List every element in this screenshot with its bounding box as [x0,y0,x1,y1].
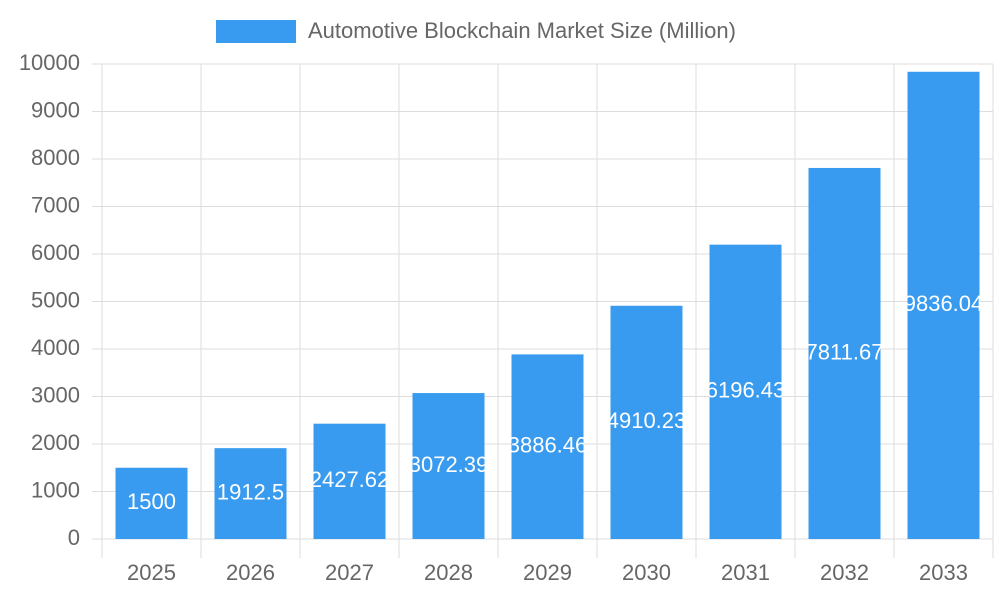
data-label: 3072.39 [409,452,489,477]
x-tick-label: 2027 [325,560,374,585]
bar [907,71,980,540]
y-tick-label: 9000 [31,97,80,122]
data-label: 1912.5 [217,479,284,504]
bar [214,448,287,539]
data-label: 3886.46 [508,433,588,458]
data-label: 6196.43 [706,378,786,403]
x-tick-label: 2026 [226,560,275,585]
x-tick-label: 2031 [721,560,770,585]
y-tick-label: 4000 [31,335,80,360]
bar [412,393,485,539]
bar [808,167,881,539]
x-tick-label: 2033 [919,560,968,585]
bar [313,423,386,539]
y-tick-label: 6000 [31,240,80,265]
y-tick-label: 5000 [31,287,80,312]
bar [115,467,188,539]
x-tick-label: 2029 [523,560,572,585]
data-label: 4910.23 [607,408,687,433]
y-tick-label: 10000 [19,50,80,75]
y-tick-label: 3000 [31,382,80,407]
bar [511,354,584,539]
legend-swatch [216,20,296,43]
bar [709,244,782,540]
bar [610,305,683,539]
y-tick-label: 7000 [31,192,80,217]
data-label: 1500 [127,489,176,514]
y-tick-label: 0 [68,525,80,550]
data-label: 2427.62 [310,467,390,492]
data-label: 7811.67 [806,339,884,364]
x-tick-label: 2032 [820,560,869,585]
legend-label: Automotive Blockchain Market Size (Milli… [308,18,736,43]
x-tick-label: 2025 [127,560,176,585]
data-label: 9836.04 [904,291,984,316]
x-tick-label: 2028 [424,560,473,585]
y-tick-label: 2000 [31,430,80,455]
x-tick-label: 2030 [622,560,671,585]
y-tick-label: 1000 [31,477,80,502]
y-tick-label: 8000 [31,145,80,170]
